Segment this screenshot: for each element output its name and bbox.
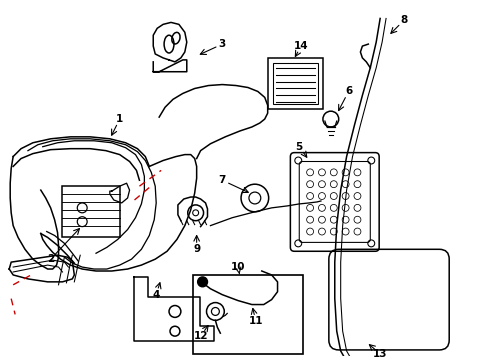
Text: 1: 1	[116, 114, 123, 124]
Text: 11: 11	[248, 316, 263, 326]
Circle shape	[197, 277, 207, 287]
Text: 9: 9	[193, 244, 200, 254]
Bar	[192, 275, 303, 354]
Text: 4: 4	[152, 290, 160, 300]
Text: 13: 13	[372, 349, 386, 359]
Text: 6: 6	[344, 86, 351, 96]
Text: 10: 10	[230, 262, 245, 272]
Bar	[272, 63, 317, 104]
Text: 8: 8	[399, 15, 407, 26]
Text: 5: 5	[295, 142, 302, 152]
Text: 12: 12	[193, 331, 207, 341]
Bar	[267, 58, 322, 109]
Text: 14: 14	[293, 41, 308, 51]
Text: 2: 2	[47, 254, 54, 264]
Text: 3: 3	[218, 39, 225, 49]
Text: 7: 7	[218, 175, 225, 185]
